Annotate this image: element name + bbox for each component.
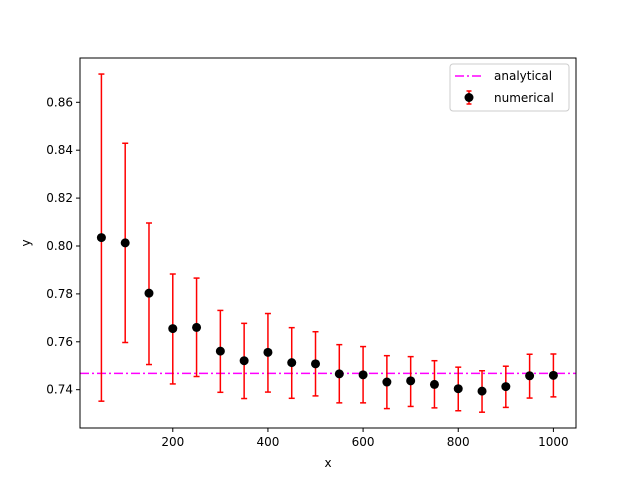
x-axis-ticks: 200 400 600 800 1000 xyxy=(161,428,569,449)
x-tick-label: 800 xyxy=(447,435,470,449)
plot-frame xyxy=(79,57,577,429)
data-point xyxy=(382,377,392,387)
data-point xyxy=(334,369,344,379)
y-tick-label: 0.78 xyxy=(46,287,73,301)
y-axis-label: y xyxy=(19,239,33,246)
data-point xyxy=(287,358,297,368)
data-point xyxy=(263,347,273,357)
x-axis-label: x xyxy=(324,456,331,470)
x-tick-label: 1000 xyxy=(538,435,569,449)
data-point xyxy=(192,322,202,332)
y-tick-label: 0.82 xyxy=(46,191,73,205)
y-tick-label: 0.80 xyxy=(46,239,73,253)
data-point xyxy=(501,382,511,392)
x-tick-label: 400 xyxy=(256,435,279,449)
plot-area xyxy=(80,58,576,428)
data-point xyxy=(144,288,154,298)
data-point xyxy=(239,356,249,366)
data-point xyxy=(358,370,368,380)
x-tick-label: 600 xyxy=(352,435,375,449)
data-point xyxy=(406,376,416,386)
y-tick-label: 0.76 xyxy=(46,335,73,349)
data-point xyxy=(477,386,487,396)
data-point xyxy=(168,324,178,334)
legend-analytical-label: analytical xyxy=(494,69,552,83)
data-point xyxy=(311,359,321,369)
data-points xyxy=(96,233,558,396)
data-point xyxy=(453,384,463,394)
data-point xyxy=(215,346,225,356)
data-point xyxy=(548,370,558,380)
data-point xyxy=(429,379,439,389)
legend-numerical-marker xyxy=(464,93,474,102)
data-point xyxy=(525,371,535,381)
y-axis-ticks: 0.74 0.76 0.78 0.80 0.82 0.84 0.86 xyxy=(46,95,80,397)
data-point xyxy=(96,233,106,243)
y-tick-label: 0.86 xyxy=(46,95,73,109)
data-point xyxy=(120,238,130,248)
legend: analytical numerical xyxy=(449,63,570,112)
y-tick-label: 0.74 xyxy=(46,383,73,397)
legend-numerical-label: numerical xyxy=(494,91,554,105)
y-tick-label: 0.84 xyxy=(46,143,73,157)
x-tick-label: 200 xyxy=(161,435,184,449)
